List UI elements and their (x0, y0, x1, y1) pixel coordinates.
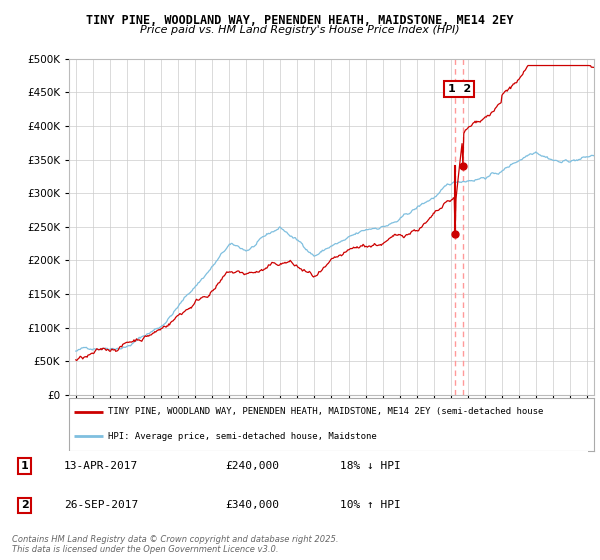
Text: HPI: Average price, semi-detached house, Maidstone: HPI: Average price, semi-detached house,… (109, 432, 377, 441)
Text: 26-SEP-2017: 26-SEP-2017 (64, 501, 138, 510)
Text: £340,000: £340,000 (225, 501, 279, 510)
Text: TINY PINE, WOODLAND WAY, PENENDEN HEATH, MAIDSTONE, ME14 2EY: TINY PINE, WOODLAND WAY, PENENDEN HEATH,… (86, 14, 514, 27)
Text: £240,000: £240,000 (225, 461, 279, 471)
Text: Contains HM Land Registry data © Crown copyright and database right 2025.
This d: Contains HM Land Registry data © Crown c… (12, 535, 338, 554)
Text: 18% ↓ HPI: 18% ↓ HPI (340, 461, 401, 471)
Text: Price paid vs. HM Land Registry's House Price Index (HPI): Price paid vs. HM Land Registry's House … (140, 25, 460, 35)
Text: 10% ↑ HPI: 10% ↑ HPI (340, 501, 401, 510)
Text: TINY PINE, WOODLAND WAY, PENENDEN HEATH, MAIDSTONE, ME14 2EY (semi-detached hous: TINY PINE, WOODLAND WAY, PENENDEN HEATH,… (109, 408, 544, 417)
Text: 2: 2 (21, 501, 29, 510)
Text: 1: 1 (21, 461, 29, 471)
Text: 13-APR-2017: 13-APR-2017 (64, 461, 138, 471)
Text: 1  2: 1 2 (448, 84, 471, 94)
